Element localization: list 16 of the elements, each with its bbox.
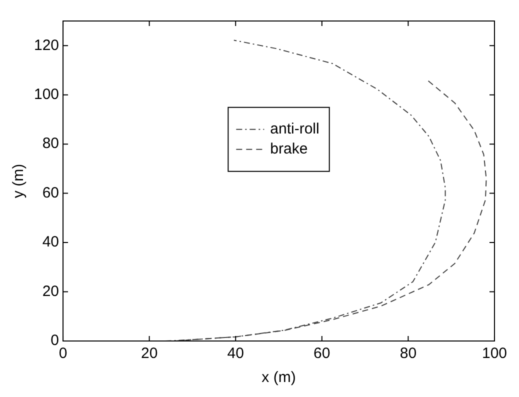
- x-tick-label: 100: [482, 345, 507, 362]
- legend-label: anti-roll: [270, 120, 320, 138]
- legend-label: brake: [270, 140, 308, 158]
- x-tick-label: 60: [314, 345, 330, 362]
- y-tick-label: 40: [42, 234, 60, 251]
- y-tick-label: 100: [34, 86, 60, 103]
- x-axis-title: x (m): [262, 369, 296, 386]
- x-tick-label: 20: [140, 345, 158, 362]
- x-tick-label: 80: [400, 345, 417, 362]
- y-tick-label: 60: [42, 184, 60, 202]
- y-tick-label: 80: [42, 135, 60, 152]
- y-axis-title: y (m): [10, 164, 28, 198]
- y-tick-label: 120: [34, 36, 60, 54]
- x-tick-label: 40: [227, 345, 244, 362]
- y-tick-label: 20: [42, 282, 60, 300]
- y-tick-label: 0: [50, 332, 60, 350]
